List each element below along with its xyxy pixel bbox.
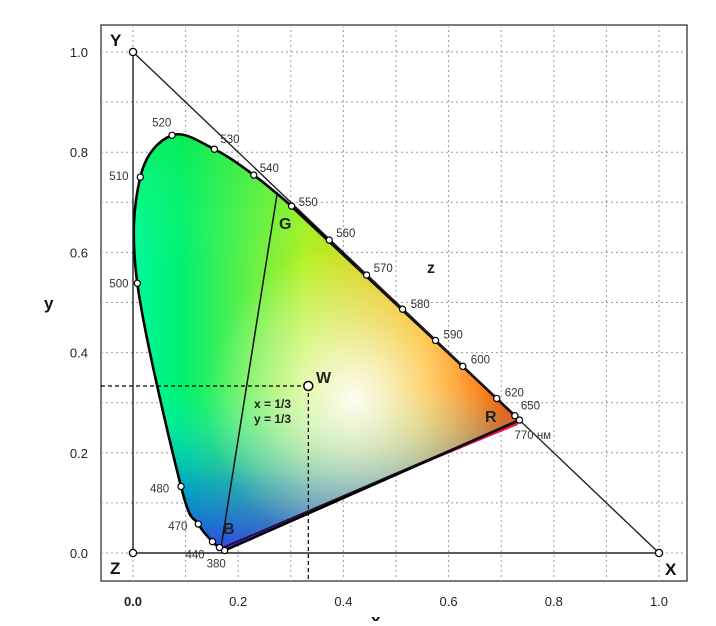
rgb-gamut-triangle	[219, 192, 521, 550]
y-tick-label: 1.0	[70, 45, 88, 60]
wavelength-marker	[515, 416, 524, 424]
wavelength-marker	[136, 173, 145, 181]
wavelength-label: 480	[150, 484, 169, 496]
wavelength-label: 550	[299, 197, 318, 209]
wavelength-label: 530	[220, 134, 239, 146]
wavelength-marker	[177, 482, 185, 491]
wavelength-label: 770 нм	[514, 430, 551, 442]
primary-label-G: G	[279, 216, 291, 233]
y-tick-label: 0.8	[70, 145, 88, 160]
wavelength-marker	[325, 236, 333, 244]
wavelength-marker	[398, 305, 407, 313]
wavelength-label: 590	[444, 329, 463, 341]
wavelength-marker	[194, 520, 202, 528]
wavelength-label: 650	[521, 401, 540, 413]
wavelength-marker	[431, 336, 440, 345]
wavelength-marker	[215, 543, 224, 552]
x-tick-label: 0.8	[545, 594, 563, 609]
primary-label-R: R	[485, 409, 497, 426]
y-tick-label: 0.6	[70, 245, 88, 260]
y-tick-label: 0.4	[70, 346, 88, 361]
wavelength-label: 570	[374, 263, 393, 275]
wavelength-marker	[208, 537, 217, 546]
annotation-x-third: x = 1/3	[254, 397, 291, 411]
vertex-marker-Y	[128, 47, 138, 57]
wavelength-marker	[459, 362, 467, 371]
x-tick-label: 1.0	[650, 594, 668, 609]
vertex-label-Y: Y	[110, 31, 122, 50]
wavelength-marker	[133, 279, 142, 287]
wavelength-marker	[168, 131, 176, 139]
x-tick-label: 0.6	[440, 594, 458, 609]
white-point-label: W	[316, 370, 332, 387]
wavelength-label: 600	[471, 354, 490, 366]
white-point-marker	[303, 380, 314, 392]
wavelength-label: 580	[411, 299, 430, 311]
label-z: z	[427, 260, 435, 277]
y-tick-label: 0.0	[70, 546, 88, 561]
wavelength-marker	[210, 145, 219, 153]
wavelength-label: 510	[109, 171, 128, 183]
wavelength-marker	[250, 171, 258, 179]
x-tick-label: 0.2	[229, 594, 247, 609]
xyz-triangle-edges	[132, 50, 661, 554]
x-tick-label: 0.4	[334, 594, 352, 609]
xyz-triangle	[128, 47, 664, 558]
white-point-group	[101, 380, 314, 581]
x-axis-label: x	[371, 611, 381, 621]
wavelength-label: 540	[260, 163, 279, 175]
wavelength-label: 520	[152, 117, 171, 129]
wavelength-marker	[493, 394, 501, 403]
vertex-marker-Z	[128, 548, 138, 558]
wavelength-label: 620	[505, 388, 524, 400]
wavelength-marker	[511, 412, 519, 420]
wavelength-label: 470	[168, 521, 187, 533]
wavelength-label: 560	[336, 228, 355, 240]
vertex-label-Z: Z	[110, 559, 120, 578]
y-axis-label: y	[44, 294, 54, 313]
vertex-marker-X	[654, 548, 664, 558]
annotation-y-third: y = 1/3	[254, 412, 291, 426]
wavelength-label: 500	[109, 278, 128, 290]
tick-labels: 0.0 0.2 0.4 0.6 0.8 1.0 0.0 0.2 0.4 0.6 0.8 1.0	[70, 45, 668, 609]
x-tick-label: 0.0	[124, 594, 142, 609]
spectral-locus-fill	[133, 134, 520, 551]
primary-label-B: B	[223, 521, 235, 538]
wavelength-label: 380	[207, 558, 226, 570]
wavelength-marker	[287, 202, 296, 210]
vertex-label-X: X	[665, 560, 677, 579]
wavelength-label: 440	[185, 550, 204, 562]
y-tick-label: 0.2	[70, 446, 88, 461]
wavelength-marker	[362, 271, 371, 279]
rgb-triangle-edges	[219, 192, 521, 550]
